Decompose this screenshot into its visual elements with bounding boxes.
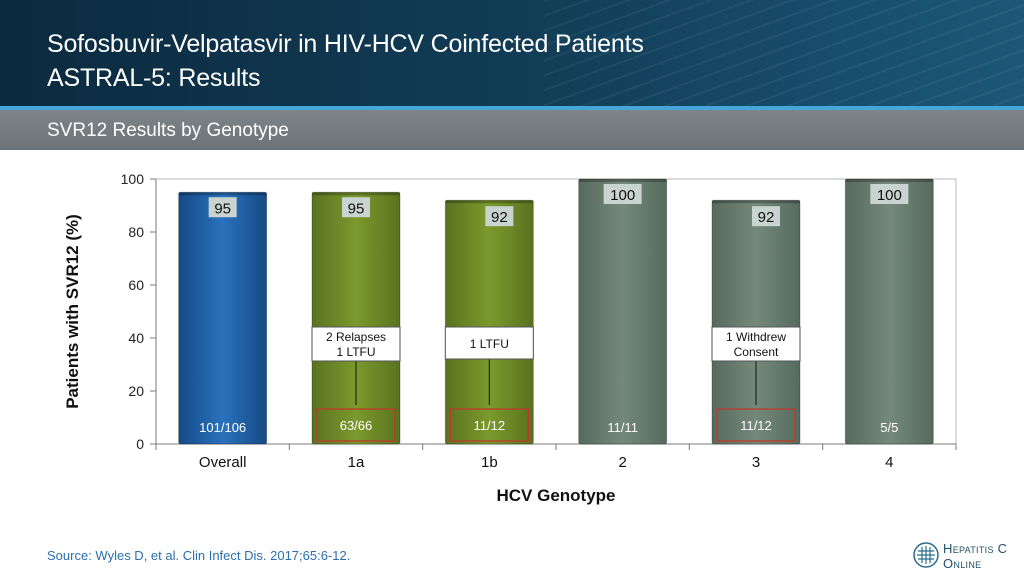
annotation-box (444, 326, 534, 360)
count-label: 101/106 (199, 420, 246, 435)
annotation-box (311, 326, 401, 362)
bar-1b (444, 199, 534, 445)
subtitle-bar: SVR12 Results by Genotype (0, 110, 1024, 150)
y-tick-label: 20 (128, 383, 144, 399)
y-tick-label: 80 (128, 224, 144, 240)
slide-title-line-2: ASTRAL-5: Results (47, 64, 261, 92)
annotation-text: 1 Withdrew (726, 330, 786, 344)
bar-top-edge (445, 200, 534, 204)
slide-title-line-1: Sofosbuvir-Velpatasvir in HIV-HCV Coinfe… (47, 30, 644, 58)
count-highlight-box (716, 408, 796, 442)
bar-1a (311, 191, 401, 445)
y-tick-label: 60 (128, 277, 144, 293)
y-axis-title: Patients with SVR12 (%) (63, 214, 82, 409)
logo-line-1: Hepatitis C (943, 541, 1008, 556)
slide-subtitle: SVR12 Results by Genotype (47, 120, 289, 141)
y-tick-label: 100 (121, 171, 145, 187)
x-tick-label: 2 (618, 454, 626, 471)
annotation-text: 2 Relapses (326, 330, 386, 344)
x-tick-label: 1a (348, 454, 365, 471)
value-label-box (342, 197, 370, 218)
bar-top-edge (712, 200, 800, 204)
count-label: 11/11 (607, 420, 638, 435)
bar-2 (578, 178, 668, 445)
value-label: 92 (758, 209, 775, 226)
bar-4 (844, 178, 934, 445)
count-label: 63/66 (340, 418, 373, 433)
y-tick-label: 0 (136, 436, 144, 452)
annotation-text: 1 LTFU (470, 337, 509, 351)
value-label-box (208, 197, 237, 218)
annotation-text: Consent (734, 345, 779, 359)
count-highlight-box (316, 408, 396, 442)
count-highlight-box (449, 408, 529, 442)
value-label: 100 (610, 187, 635, 204)
bar-top-edge (845, 179, 934, 182)
annotation-text: 1 LTFU (336, 345, 375, 359)
value-label: 95 (348, 200, 365, 217)
chart-labels: Overall 95 101/106 1a 95 63/66 1b 92 11/12 2 100 11… (199, 184, 909, 471)
count-label: 5/5 (880, 420, 898, 435)
count-label: 11/12 (740, 418, 772, 433)
value-label: 100 (877, 187, 902, 204)
bar-top-edge (178, 192, 267, 196)
value-label-box (870, 184, 909, 204)
x-tick-label: 3 (752, 454, 760, 471)
chart-axes: 0 20 40 60 80 100 Patients with SVR12 (%) HCV G… (63, 171, 957, 505)
logo-line-2: Online (943, 556, 982, 571)
chart-bars (178, 178, 934, 445)
bar-top-edge (578, 179, 667, 182)
value-label: 95 (214, 200, 231, 217)
count-label: 11/12 (474, 418, 506, 433)
x-tick-label: Overall (199, 454, 247, 471)
accent-divider (0, 106, 1024, 110)
value-label-box (603, 184, 642, 204)
value-label: 92 (491, 209, 508, 226)
value-label-box (752, 206, 780, 227)
bar-overall (178, 191, 268, 445)
title-bar: Sofosbuvir-Velpatasvir in HIV-HCV Coinfe… (0, 0, 1024, 106)
y-tick-label: 40 (128, 330, 144, 346)
x-tick-label: 4 (885, 454, 893, 471)
logo-mark-icon (913, 542, 939, 568)
bar-3 (711, 199, 801, 445)
annotation-box (711, 326, 801, 362)
x-tick-label: 1b (481, 454, 498, 471)
x-axis-title: HCV Genotype (496, 486, 615, 505)
value-label-box (485, 206, 514, 227)
bar-top-edge (312, 192, 400, 196)
logo-wordmark: Hepatitis C Online (943, 541, 1007, 571)
hepatitis-c-online-logo: Hepatitis C Online (913, 540, 1023, 574)
source-citation: Source: Wyles D, et al. Clin Infect Dis.… (47, 548, 351, 563)
